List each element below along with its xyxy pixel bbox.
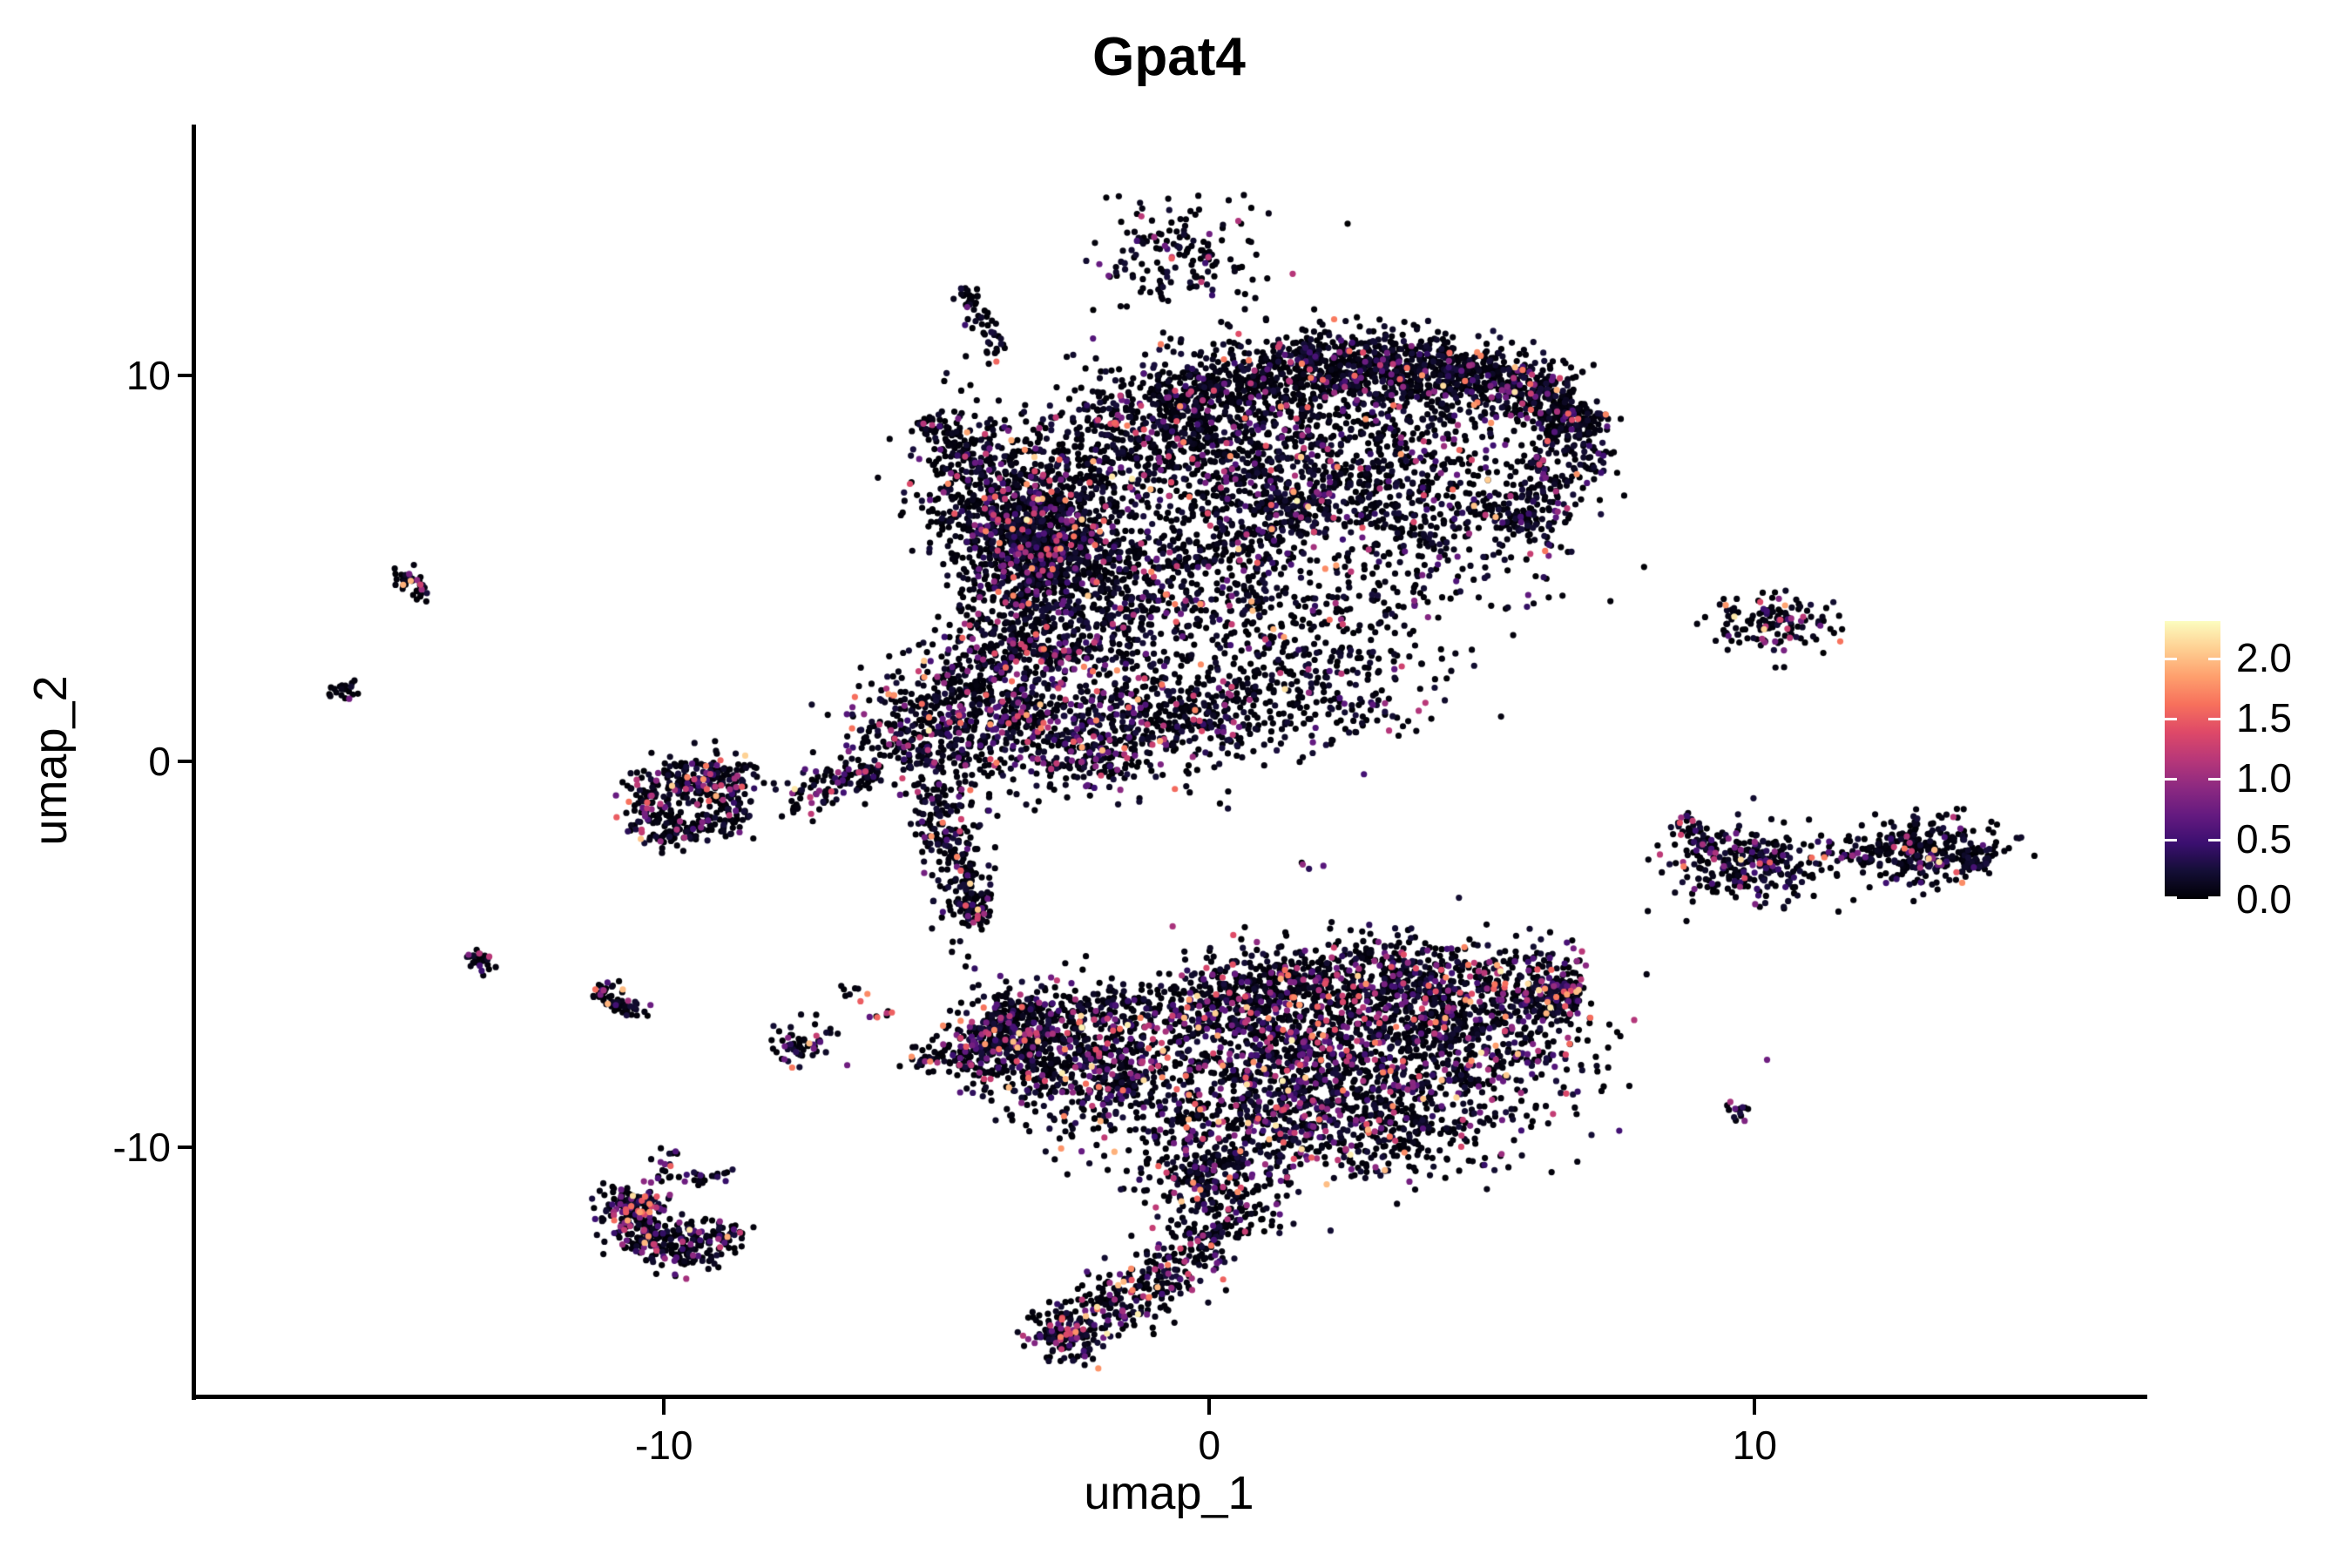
- colorbar-tick-mark: [2165, 838, 2177, 841]
- y-tick-mark: [178, 373, 193, 377]
- y-axis-title: umap_2: [24, 675, 77, 846]
- x-tick-label: 10: [1732, 1423, 1777, 1468]
- colorbar-tick-label: 0.0: [2236, 876, 2292, 922]
- colorbar-tick-label: 2.0: [2236, 634, 2292, 680]
- colorbar-tick-label: 1.0: [2236, 755, 2292, 801]
- x-axis-title: umap_1: [1084, 1467, 1254, 1519]
- y-tick-mark: [178, 1145, 193, 1149]
- colorbar-tick-mark: [2208, 657, 2220, 660]
- plot-title: Gpat4: [1092, 27, 1246, 87]
- colorbar-tick-mark: [2165, 717, 2177, 720]
- colorbar-tick-mark: [2165, 657, 2177, 660]
- colorbar-tick-mark: [2208, 717, 2220, 720]
- y-tick-mark: [178, 759, 193, 763]
- colorbar-tick-label: 1.5: [2236, 694, 2292, 740]
- y-tick-label: 0: [148, 738, 171, 784]
- colorbar-tick-mark: [2208, 838, 2220, 841]
- colorbar-tick-mark: [2165, 778, 2177, 781]
- colorbar-tick-mark: [2165, 896, 2177, 899]
- x-axis-line: [192, 1395, 2147, 1399]
- y-tick-label: 10: [125, 352, 171, 398]
- colorbar-tick-label: 0.5: [2236, 815, 2292, 862]
- x-tick-mark: [1207, 1399, 1212, 1415]
- colorbar-tick-mark: [2208, 778, 2220, 781]
- expression-colorbar: [2165, 621, 2220, 899]
- x-tick-mark: [662, 1399, 666, 1415]
- colorbar-tick-mark: [2208, 896, 2220, 899]
- y-axis-line: [192, 125, 196, 1400]
- x-tick-mark: [1753, 1399, 1757, 1415]
- x-tick-label: -10: [635, 1423, 693, 1468]
- x-tick-label: 0: [1198, 1423, 1221, 1468]
- y-tick-label: -10: [112, 1124, 171, 1170]
